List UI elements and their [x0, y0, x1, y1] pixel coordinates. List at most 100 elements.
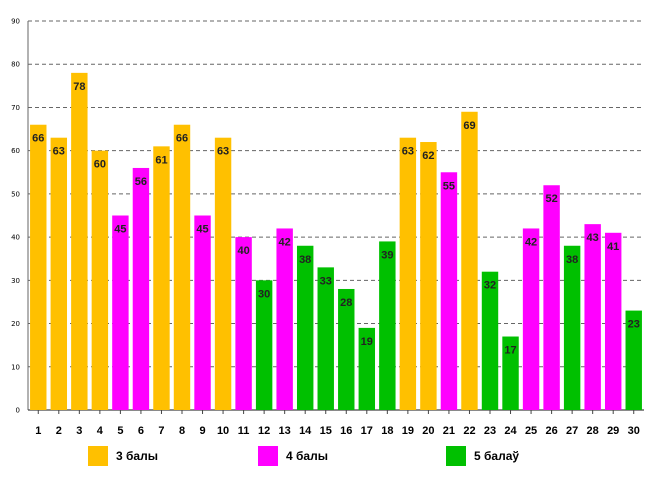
y-tick-label: 90	[11, 18, 20, 26]
x-tick-label: 26	[545, 425, 557, 437]
data-label: 45	[196, 224, 208, 236]
bar	[112, 215, 129, 410]
x-tick-label: 2	[56, 425, 62, 437]
x-tick-label: 27	[566, 425, 578, 437]
bar	[358, 327, 376, 410]
bar	[296, 245, 314, 410]
data-label: 30	[258, 288, 270, 300]
bar	[584, 224, 601, 410]
x-tick-label: 7	[158, 425, 164, 437]
legend-item-5: 5 балаў	[446, 446, 519, 466]
bar	[71, 72, 88, 410]
bar	[173, 124, 191, 410]
data-label: 56	[135, 176, 147, 188]
x-tick-label: 3	[76, 425, 82, 437]
x-tick-label: 11	[238, 425, 250, 437]
legend-swatch-3	[88, 446, 108, 466]
data-label: 17	[504, 345, 516, 357]
x-tick-label: 9	[199, 425, 205, 437]
data-label: 60	[94, 159, 106, 171]
data-label: 62	[422, 150, 434, 162]
data-label: 52	[545, 193, 557, 205]
data-label: 66	[32, 133, 44, 145]
bar	[194, 215, 211, 410]
bar	[50, 137, 68, 410]
data-label: 40	[237, 245, 249, 257]
bar	[317, 267, 334, 410]
data-label: 38	[299, 254, 311, 266]
y-tick-label: 80	[11, 61, 20, 69]
x-tick-label: 16	[340, 425, 352, 437]
legend-swatch-4	[258, 446, 278, 466]
y-tick-label: 0	[16, 407, 20, 415]
bar	[604, 232, 622, 410]
x-tick-label: 23	[484, 425, 496, 437]
legend-label-5: 5 балаў	[474, 449, 520, 463]
x-tick-label: 17	[361, 425, 373, 437]
bar	[132, 167, 150, 410]
x-tick-label: 1	[35, 425, 41, 437]
x-tick-label: 29	[607, 425, 619, 437]
data-label: 78	[73, 81, 85, 93]
bar	[399, 137, 417, 410]
x-tick-label: 12	[258, 425, 270, 437]
bar	[461, 111, 478, 411]
bar	[440, 172, 458, 410]
x-tick-label: 20	[422, 425, 434, 437]
x-tick-label: 13	[279, 425, 291, 437]
bar	[379, 241, 396, 410]
x-tick-label: 5	[117, 425, 123, 437]
bar	[543, 185, 560, 410]
data-label: 42	[525, 236, 537, 248]
bar	[522, 228, 540, 410]
bar	[420, 142, 437, 410]
data-label: 33	[320, 275, 332, 287]
bar	[481, 271, 499, 410]
data-label: 63	[217, 146, 229, 158]
x-tick-label: 25	[525, 425, 537, 437]
bar	[338, 288, 355, 410]
y-tick-label: 20	[11, 320, 20, 328]
x-tick-label: 19	[402, 425, 414, 437]
x-tick-label: 22	[463, 425, 475, 437]
data-label: 63	[53, 146, 65, 158]
bar	[502, 336, 519, 410]
data-label: 32	[484, 280, 496, 292]
legend-item-3: 3 балы	[88, 446, 158, 466]
x-tick-label: 4	[97, 425, 104, 437]
bar	[30, 124, 47, 410]
bar	[153, 146, 170, 410]
data-label: 41	[607, 241, 619, 253]
x-tick-label: 14	[299, 425, 312, 437]
data-label: 66	[176, 133, 188, 145]
x-tick-label: 10	[217, 425, 229, 437]
data-label: 28	[340, 297, 352, 309]
bar	[276, 228, 293, 410]
x-tick-label: 15	[320, 425, 332, 437]
y-tick-label: 40	[11, 234, 20, 242]
legend-swatch-5	[446, 446, 466, 466]
legend-item-4: 4 балы	[258, 446, 328, 466]
x-tick-label: 28	[587, 425, 599, 437]
x-tick-label: 8	[179, 425, 185, 437]
y-tick-label: 60	[11, 147, 20, 155]
legend-label-3: 3 балы	[116, 449, 158, 463]
y-tick-label: 10	[11, 363, 20, 371]
bar	[214, 137, 232, 410]
bar	[625, 310, 642, 410]
data-label: 23	[628, 319, 640, 331]
y-tick-label: 50	[11, 190, 20, 198]
legend-label-4: 4 балы	[286, 449, 328, 463]
bar	[91, 150, 109, 410]
y-tick-label: 30	[11, 277, 20, 285]
x-tick-label: 18	[381, 425, 393, 437]
data-label: 69	[463, 120, 475, 132]
x-tick-label: 21	[443, 425, 455, 437]
bar	[235, 237, 252, 410]
data-label: 39	[381, 249, 393, 261]
data-label: 55	[443, 180, 455, 192]
data-label: 38	[566, 254, 578, 266]
y-tick-label: 70	[11, 104, 20, 112]
data-label: 45	[114, 224, 126, 236]
